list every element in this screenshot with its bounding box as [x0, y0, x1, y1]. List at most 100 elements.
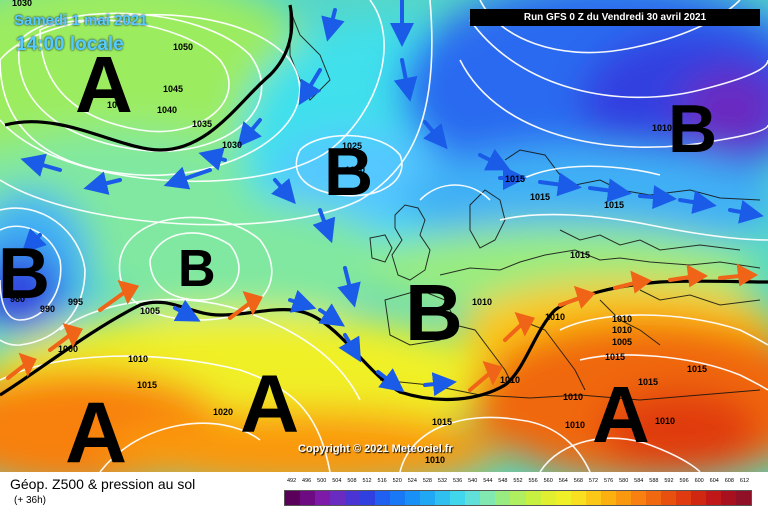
isobar-label: 1015 — [604, 200, 624, 210]
isobar-label: 1010 — [545, 312, 565, 322]
pressure-center-low: B — [668, 91, 717, 167]
isobar-label: 1010 — [425, 455, 445, 465]
isobar-label: 1010 — [612, 314, 632, 324]
scale-swatch — [300, 491, 316, 505]
scale-swatch — [645, 491, 661, 505]
warm-arrow — [228, 290, 263, 320]
isobar-label: 995 — [68, 297, 83, 307]
flow-arrow — [376, 368, 405, 393]
scale-swatch — [735, 491, 751, 505]
scale-value: 596 — [679, 478, 689, 484]
scale-value: 520 — [392, 478, 402, 484]
warm-arrow — [6, 352, 37, 380]
flow-arrow — [83, 171, 122, 195]
isobar-label: 1005 — [140, 306, 160, 316]
forecast-hour: (+ 36h) — [14, 495, 46, 506]
isobar-label: 1010 — [563, 392, 583, 402]
pressure-center-high: A — [240, 359, 299, 450]
pressure-center-low: B — [324, 134, 373, 210]
scale-value: 544 — [483, 478, 493, 484]
isobar-label: 1010 — [128, 354, 148, 364]
isobar-label: 1010 — [565, 420, 585, 430]
scale-swatch — [330, 491, 346, 505]
scale-value: 560 — [543, 478, 553, 484]
scale-swatch — [375, 491, 391, 505]
flow-arrow — [678, 190, 717, 214]
pressure-center-high: A — [65, 385, 127, 472]
isobar-label: 1015 — [638, 377, 658, 387]
scale-value: 504 — [332, 478, 342, 484]
scale-swatch — [285, 491, 301, 505]
warm-arrow — [718, 263, 759, 287]
flow-arrow — [728, 200, 764, 224]
map-date: Samedi 1 mai 2021 — [14, 12, 148, 29]
pressure-center-high: A — [592, 370, 650, 459]
scale-value: 516 — [377, 478, 387, 484]
scale-value: 588 — [649, 478, 659, 484]
isobar-label: 1020 — [345, 165, 365, 175]
flow-arrow — [288, 289, 317, 313]
isobar-label: 1030 — [222, 140, 242, 150]
flow-arrow — [163, 166, 212, 190]
isobar-label: 1015 — [605, 352, 625, 362]
scale-swatch — [390, 491, 406, 505]
isobar-label: 1010 — [655, 416, 675, 426]
scale-value: 572 — [588, 478, 599, 484]
isobar-label: 1015 — [570, 250, 590, 260]
flow-arrow — [338, 333, 362, 363]
flow-arrow — [588, 178, 632, 203]
scale-swatch — [435, 491, 451, 505]
scale-value: 528 — [422, 478, 432, 484]
isobar-label: 1040 — [157, 105, 177, 115]
pressure-center-low: B — [0, 234, 50, 314]
flow-arrow — [312, 208, 336, 244]
warm-arrow — [468, 360, 503, 392]
scale-value: 580 — [619, 478, 629, 484]
scale-value: 564 — [558, 478, 568, 484]
flow-arrow — [21, 228, 47, 254]
scale-swatch — [705, 491, 721, 505]
warm-arrow — [503, 311, 535, 342]
flow-arrow — [393, 58, 418, 102]
flow-arrow — [198, 147, 227, 171]
scale-value: 608 — [724, 478, 734, 484]
scale-swatch — [405, 491, 421, 505]
isobar-label: 1015 — [687, 364, 707, 374]
geopotential-field — [0, 0, 768, 472]
isobar-label: 1035 — [192, 119, 212, 129]
scale-swatch — [585, 491, 601, 505]
flow-arrow — [237, 118, 262, 148]
scale-value: 496 — [302, 478, 312, 484]
flow-arrow — [538, 172, 582, 197]
scale-value: 500 — [317, 478, 327, 484]
pressure-center-low: B — [405, 268, 463, 357]
scale-swatch — [360, 491, 376, 505]
flow-arrow — [271, 178, 296, 205]
isobar-label: 1045 — [163, 84, 183, 94]
scale-value: 532 — [437, 478, 448, 484]
isobar-labels: 1050 1045 1040 1035 1035 1030 1025 1020 … — [10, 0, 707, 465]
legend-footer: Géop. Z500 & pression au sol (+ 36h) 492… — [0, 472, 768, 512]
scale-value: 584 — [634, 478, 644, 484]
warm-front-arrows — [6, 263, 759, 392]
scale-swatch — [630, 491, 646, 505]
scale-swatch — [315, 491, 331, 505]
isobar-label: 1010 — [612, 325, 632, 335]
scale-swatch — [450, 491, 466, 505]
scale-swatch — [525, 491, 541, 505]
scale-swatch — [420, 491, 436, 505]
jet-axis-north — [4, 4, 294, 152]
isobar-label: 1010 — [472, 297, 492, 307]
isobar-label: 1025 — [342, 141, 362, 151]
product-title: Géop. Z500 & pression au sol — [10, 476, 196, 492]
scale-swatch — [480, 491, 496, 505]
scale-value: 492 — [286, 478, 297, 484]
scale-value: 512 — [362, 478, 372, 484]
isobar-label: 1035 — [107, 100, 127, 110]
isobar-label: 1020 — [213, 407, 233, 417]
scale-swatch — [495, 491, 511, 505]
warm-arrow — [668, 264, 709, 288]
flow-arrow — [318, 303, 345, 327]
warm-arrow — [613, 270, 652, 294]
scale-swatch — [540, 491, 556, 505]
